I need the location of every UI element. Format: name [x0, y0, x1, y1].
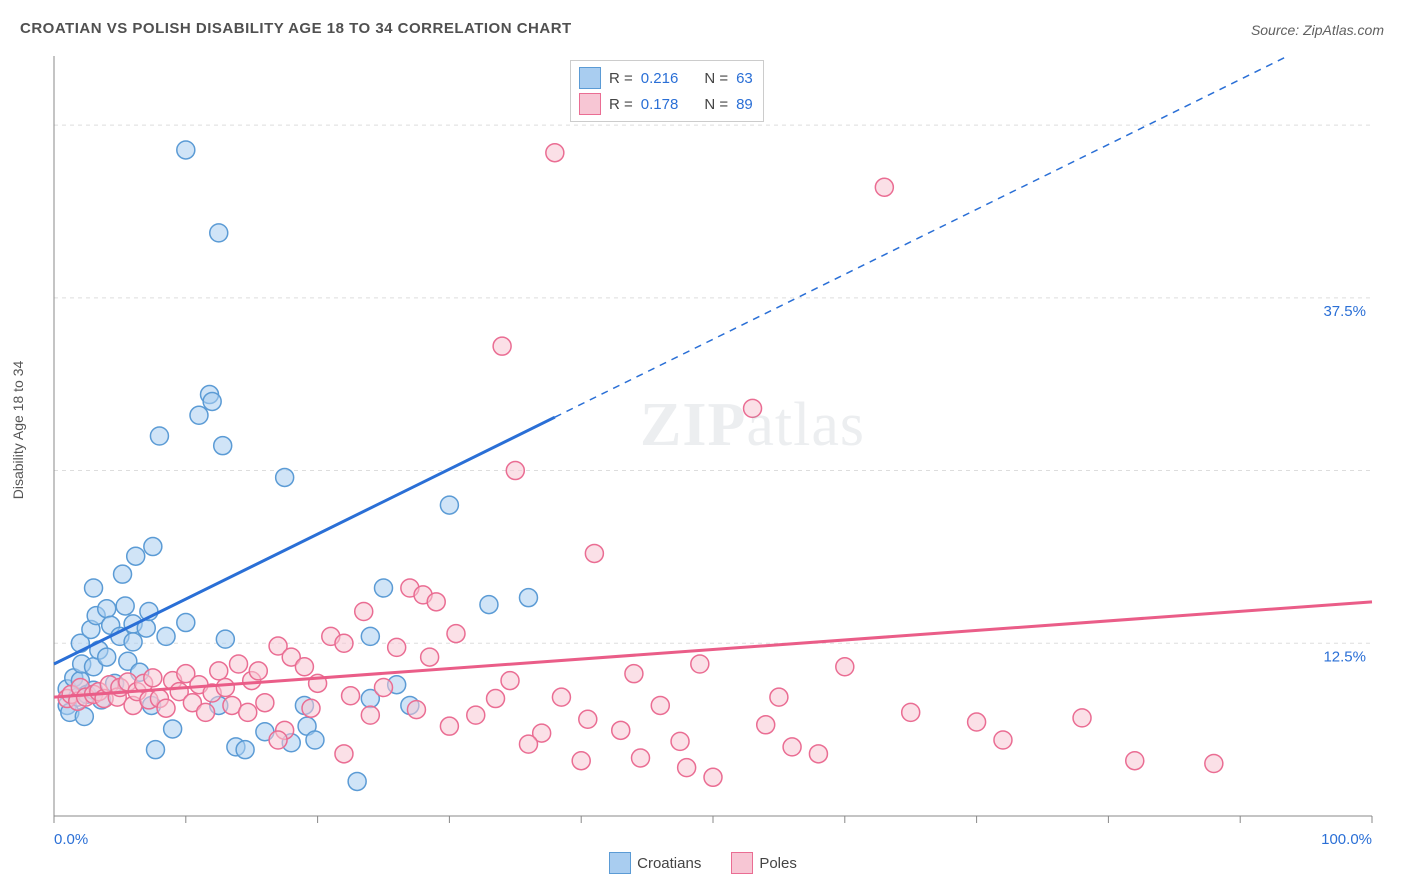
bottom-legend: Croatians Poles [0, 852, 1406, 874]
scatter-chart: 12.5% 37.5% 0.0% 100.0% [0, 0, 1406, 892]
swatch-poles [731, 852, 753, 874]
swatch-croatians [579, 67, 601, 89]
svg-text:0.0%: 0.0% [54, 831, 88, 848]
stats-row-croatians: R = 0.216 N = 63 [579, 65, 753, 91]
n-value-croatians: 63 [736, 70, 753, 87]
legend-item-poles: Poles [731, 852, 797, 874]
r-value-croatians: 0.216 [641, 70, 679, 87]
r-label: R = [609, 96, 633, 113]
legend-label-croatians: Croatians [637, 855, 701, 872]
stats-row-poles: R = 0.178 N = 89 [579, 91, 753, 117]
n-value-poles: 89 [736, 96, 753, 113]
stats-legend: R = 0.216 N = 63 R = 0.178 N = 89 [570, 60, 764, 122]
legend-item-croatians: Croatians [609, 852, 701, 874]
r-value-poles: 0.178 [641, 96, 679, 113]
svg-text:100.0%: 100.0% [1321, 831, 1372, 848]
r-label: R = [609, 70, 633, 87]
legend-label-poles: Poles [759, 855, 797, 872]
n-label: N = [704, 70, 728, 87]
svg-text:12.5%: 12.5% [1323, 648, 1366, 665]
swatch-croatians [609, 852, 631, 874]
svg-text:37.5%: 37.5% [1323, 303, 1366, 320]
swatch-poles [579, 93, 601, 115]
n-label: N = [704, 96, 728, 113]
